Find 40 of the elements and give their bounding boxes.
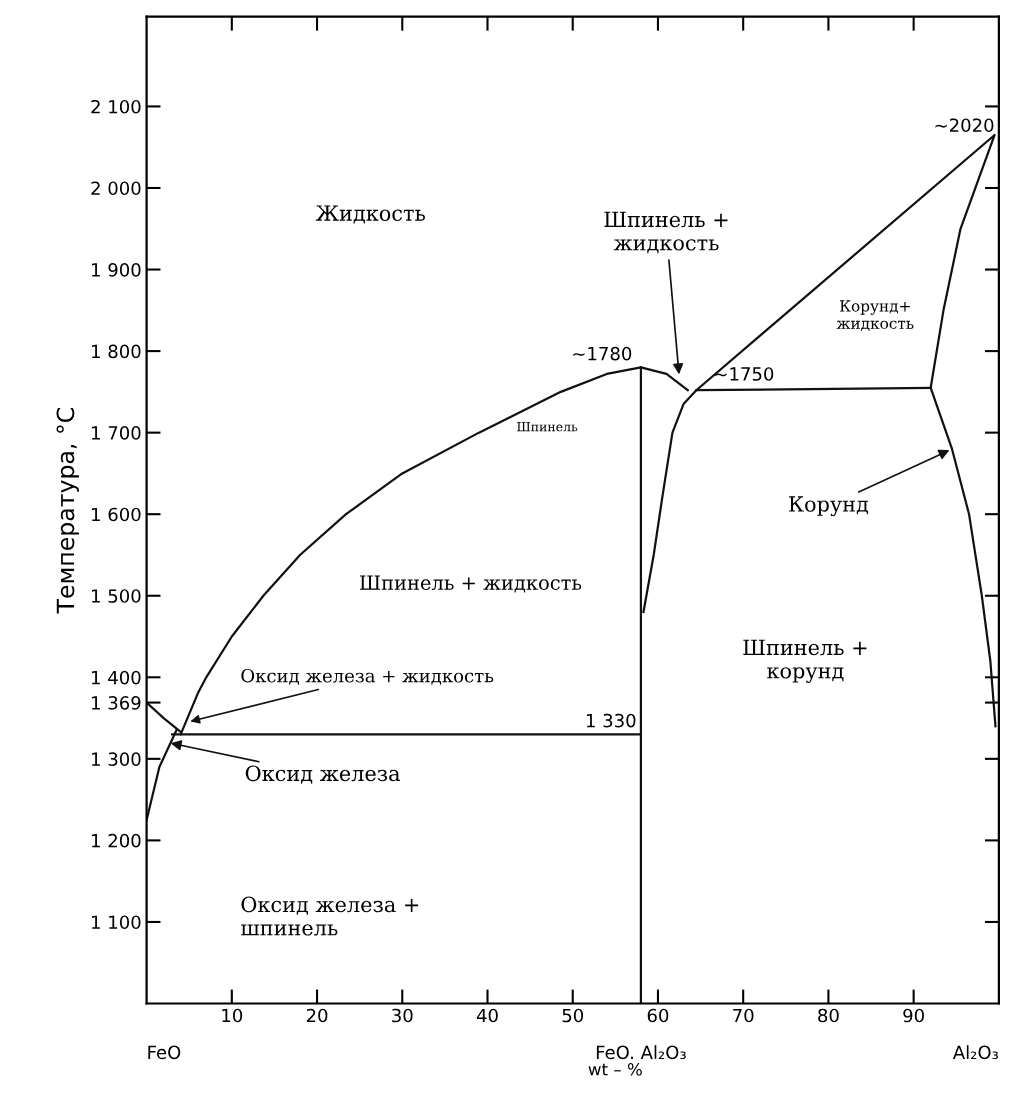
y-tick-label: 2 000 — [91, 181, 141, 196]
annotation: Оксид железа + шпинель — [241, 896, 419, 936]
y-tick-label: 1 500 — [92, 589, 141, 603]
annotation: Жидкость — [315, 205, 425, 224]
x-tick-label: 30 — [392, 1008, 413, 1023]
annotation: ~1750 — [715, 367, 774, 381]
annotation: Шпинель + корунд — [743, 639, 867, 683]
x-tick-label: 60 — [647, 1008, 669, 1023]
y-tick-label: 1 900 — [92, 262, 141, 277]
annotation: ~1780 — [573, 346, 632, 361]
annotation: Шпинель + жидкость — [359, 575, 582, 593]
y-tick-label: 1 800 — [92, 344, 141, 359]
y-tick-label: 1 700 — [92, 426, 141, 440]
y-tick-label: 2 100 — [91, 99, 141, 114]
y-tick-label: 1 369 — [92, 696, 141, 710]
annotation: 1 330 — [586, 713, 636, 728]
annotation: Корунд — [789, 496, 869, 517]
x-tick-label: 50 — [562, 1008, 584, 1023]
y-tick-label: 1 600 — [92, 507, 141, 522]
text: FeO — [148, 1045, 181, 1060]
x-tick-label: 10 — [222, 1008, 243, 1023]
annotation: ~2020 — [935, 118, 994, 133]
annotation: Корунд+ жидкость — [836, 300, 914, 331]
x-tick-label: 90 — [903, 1008, 924, 1023]
text: Al₂O₃ — [952, 1045, 998, 1060]
annotation: Оксид железа + жидкость — [241, 668, 494, 685]
y-tick-label: 1 100 — [92, 915, 141, 930]
x-tick-label: 80 — [818, 1008, 839, 1023]
annotation: Оксид железа — [245, 765, 400, 784]
x-axis-title: wt – % — [588, 1063, 642, 1076]
x-tick-label: 20 — [306, 1008, 328, 1023]
text: FeO. Al₂O₃ — [596, 1045, 686, 1060]
x-tick-label: 40 — [476, 1008, 498, 1023]
annotation: Шпинель + жидкость — [604, 211, 728, 254]
y-tick-label: 1 400 — [92, 670, 141, 685]
annotation: Шпинель — [517, 422, 578, 432]
y-tick-label: 1 300 — [92, 752, 141, 766]
x-tick-label: 70 — [733, 1008, 754, 1023]
y-axis-title: Температура, °C — [56, 408, 79, 614]
y-tick-label: 1 200 — [92, 833, 141, 848]
